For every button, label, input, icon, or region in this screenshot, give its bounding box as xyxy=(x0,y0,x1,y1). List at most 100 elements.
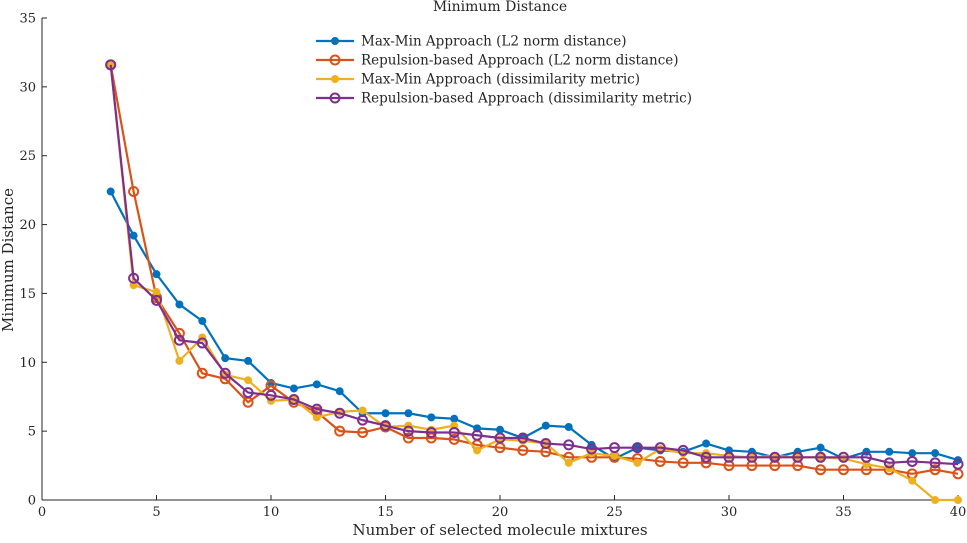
legend-label: Max-Min Approach (dissimilarity metric) xyxy=(361,72,640,88)
legend-label: Max-Min Approach (L2 norm distance) xyxy=(361,34,627,50)
x-tick-label: 30 xyxy=(721,505,738,520)
data-point xyxy=(335,387,344,396)
x-tick-label: 10 xyxy=(263,505,280,520)
data-point xyxy=(357,414,369,426)
data-point xyxy=(677,457,689,469)
data-point xyxy=(929,464,941,476)
data-point xyxy=(244,356,253,365)
data-point xyxy=(289,384,298,393)
data-point xyxy=(311,403,323,415)
legend-marker xyxy=(331,75,339,83)
data-point xyxy=(815,451,827,463)
data-point xyxy=(358,406,367,415)
data-point xyxy=(885,447,894,456)
data-point xyxy=(723,451,735,463)
data-point xyxy=(908,449,917,458)
legend-marker xyxy=(329,92,341,104)
data-point xyxy=(425,427,437,439)
data-point xyxy=(952,458,964,470)
data-point xyxy=(173,334,185,346)
data-point xyxy=(288,393,300,405)
data-point xyxy=(929,457,941,469)
data-point xyxy=(586,443,598,455)
x-tick-label: 5 xyxy=(152,505,160,520)
series-line xyxy=(109,191,959,462)
data-point xyxy=(244,376,253,385)
data-point xyxy=(769,451,781,463)
legend-marker xyxy=(329,54,341,66)
data-point xyxy=(380,420,391,432)
data-point xyxy=(196,337,208,349)
data-point xyxy=(105,59,117,71)
legend-item: Max-Min Approach (dissimilarity metric) xyxy=(316,72,640,88)
data-point xyxy=(610,451,619,460)
data-point xyxy=(931,496,940,504)
data-point xyxy=(517,444,529,456)
data-point xyxy=(860,451,872,463)
series-layer xyxy=(105,59,964,504)
series-line xyxy=(109,64,958,502)
data-point xyxy=(219,367,231,379)
data-point xyxy=(221,354,230,363)
data-point xyxy=(471,429,483,441)
data-point xyxy=(312,413,321,422)
data-point xyxy=(746,451,758,463)
legend-item: Repulsion-based Approach (L2 norm distan… xyxy=(316,53,679,69)
chart-title: Minimum Distance xyxy=(433,0,567,15)
data-point xyxy=(654,455,666,467)
data-point xyxy=(883,457,895,469)
x-tick-label: 0 xyxy=(38,505,46,520)
data-point xyxy=(631,442,643,454)
data-point xyxy=(908,476,917,485)
series-line xyxy=(109,64,959,475)
data-point xyxy=(494,432,506,444)
axes: 0 5 10 15 20 25 30 35 40 0 5 10 15 20 25 30 35 xyxy=(19,12,966,521)
data-point xyxy=(700,451,712,463)
data-point xyxy=(931,449,940,458)
y-tick-label: 0 xyxy=(28,494,36,509)
data-point xyxy=(152,288,161,297)
data-point xyxy=(265,389,277,401)
data-point xyxy=(128,272,140,284)
data-point xyxy=(702,439,711,448)
data-point xyxy=(402,425,414,437)
data-point xyxy=(152,270,161,279)
y-tick-label: 30 xyxy=(19,80,36,95)
x-tick-label: 35 xyxy=(835,505,852,520)
data-point xyxy=(357,427,369,439)
series-4 xyxy=(105,59,964,470)
data-point xyxy=(541,421,550,430)
data-point xyxy=(906,455,918,467)
data-point xyxy=(334,407,346,419)
data-point xyxy=(496,425,504,434)
data-point xyxy=(381,409,390,418)
data-point xyxy=(129,231,138,240)
data-point xyxy=(540,438,552,450)
data-point xyxy=(815,464,827,476)
data-point xyxy=(517,432,529,444)
series-2 xyxy=(105,59,964,480)
data-point xyxy=(954,496,962,504)
y-axis-label: Minimum Distance xyxy=(0,188,17,332)
data-point xyxy=(427,413,436,422)
data-point xyxy=(402,432,414,444)
data-point xyxy=(196,367,208,379)
data-point xyxy=(654,442,666,454)
legend-label: Repulsion-based Approach (L2 norm distan… xyxy=(361,53,679,69)
x-axis-label: Number of selected molecule mixtures xyxy=(352,521,647,539)
x-tick-label: 20 xyxy=(492,505,509,520)
x-tick-label: 25 xyxy=(606,505,623,520)
legend-item: Repulsion-based Approach (dissimilarity … xyxy=(316,91,692,107)
data-point xyxy=(564,423,573,432)
data-point xyxy=(677,444,689,456)
y-tick-label: 10 xyxy=(19,356,36,371)
data-point xyxy=(404,409,413,418)
data-point xyxy=(792,451,804,463)
data-point xyxy=(838,451,849,463)
legend-marker xyxy=(331,37,339,45)
data-point xyxy=(242,387,254,399)
data-point xyxy=(106,187,115,196)
y-tick-label: 15 xyxy=(19,287,36,302)
